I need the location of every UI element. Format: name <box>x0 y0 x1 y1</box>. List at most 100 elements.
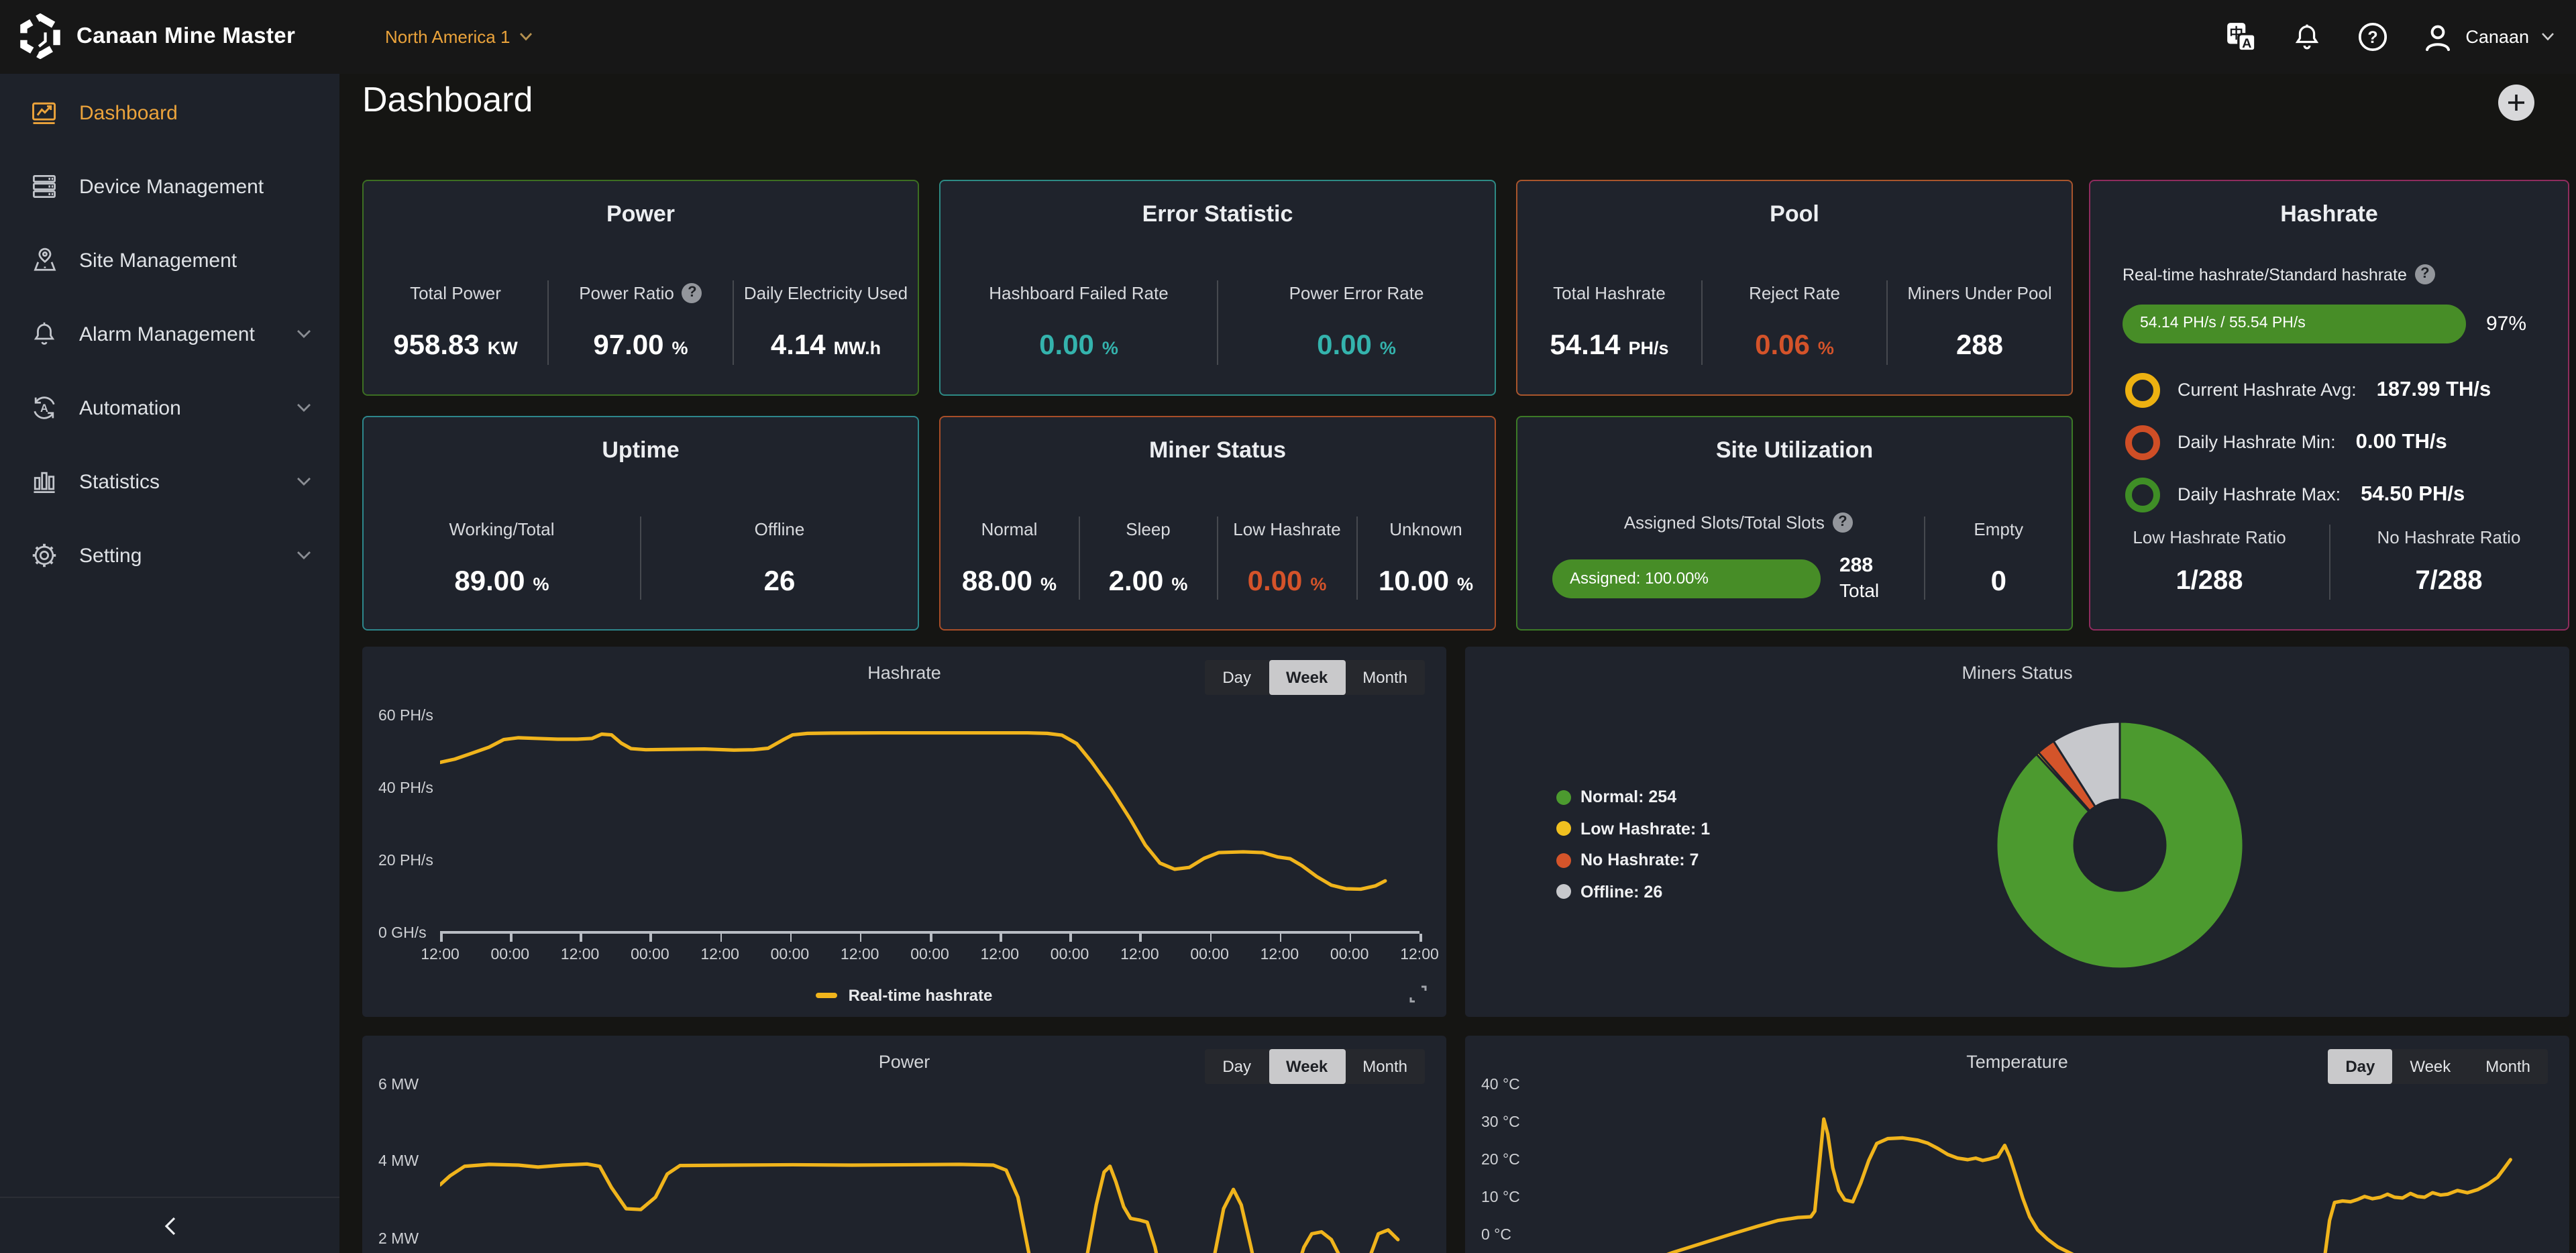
row-label: Daily Hashrate Max: <box>2178 484 2341 504</box>
range-week-button[interactable]: Week <box>1269 1049 1346 1084</box>
chart-legend[interactable]: Real-time hashrate <box>362 986 1446 1005</box>
help-icon[interactable]: ? <box>2355 19 2390 54</box>
sidebar-item-dashboard[interactable]: Dashboard <box>0 80 339 145</box>
topbar: Canaan Mine Master North America 1 中 A <box>0 0 2576 74</box>
card-title: Error Statistic <box>1142 201 1293 227</box>
pie-legend-item[interactable]: No Hashrate: 7 <box>1556 851 1710 869</box>
stat-unit: % <box>1457 574 1474 594</box>
help-icon[interactable] <box>682 283 702 303</box>
stat-label: Assigned Slots/Total Slots <box>1623 512 1825 533</box>
stat-total-power: Total Power 958.83 KW <box>364 262 547 384</box>
region-selector-label: North America 1 <box>385 27 511 47</box>
sidebar-collapse-button[interactable] <box>0 1197 339 1253</box>
power-card: Power Total Power 958.83 KW Power Ratio 9… <box>362 180 919 396</box>
chevron-down-icon <box>297 551 311 559</box>
sidebar-item-site-management[interactable]: Site Management <box>0 228 339 292</box>
divider <box>1217 516 1218 600</box>
stat-unit: % <box>1817 338 1834 358</box>
chevron-down-icon <box>297 330 311 338</box>
hashrate-avg-row: Current Hashrate Avg: 187.99 TH/s <box>2125 364 2552 416</box>
miner-status-card: Miner Status Normal 88.00% Sleep 2.00% L… <box>939 416 1496 631</box>
line-plot <box>440 716 1419 934</box>
plus-icon <box>2508 95 2524 111</box>
stat-value: 26 <box>763 565 796 596</box>
region-selector[interactable]: North America 1 <box>385 27 533 47</box>
language-switch-icon[interactable]: 中 A <box>2224 19 2259 54</box>
stat-label: No Hashrate Ratio <box>2377 527 2521 547</box>
divider <box>733 280 734 365</box>
site-utilization-card: Site Utilization Assigned Slots/Total Sl… <box>1516 416 2073 631</box>
notifications-bell-icon[interactable] <box>2290 19 2324 54</box>
stat-offline: Offline 26 <box>641 498 918 618</box>
chart-title: Power <box>878 1052 930 1072</box>
stat-label: Reject Rate <box>1749 283 1840 303</box>
range-month-button[interactable]: Month <box>1362 1057 1407 1076</box>
divider <box>2328 525 2330 600</box>
y-axis-labels: 6 MW 4 MW 2 MW <box>378 1077 419 1248</box>
add-widget-button[interactable] <box>2498 85 2534 121</box>
divider <box>1924 516 1926 600</box>
site-management-icon <box>34 248 56 271</box>
pie-legend-item[interactable]: Low Hashrate: 1 <box>1556 819 1710 838</box>
range-month-button[interactable]: Month <box>2485 1057 2530 1076</box>
range-day-button[interactable]: Day <box>2328 1049 2393 1084</box>
range-week-button[interactable]: Week <box>2410 1057 2451 1076</box>
x-axis-line <box>440 931 1419 934</box>
help-icon[interactable] <box>1832 512 1853 533</box>
stat-value: 7/288 <box>2415 566 2483 596</box>
help-icon[interactable] <box>2414 264 2435 284</box>
stat-label: Normal <box>981 519 1038 539</box>
line-plot <box>1543 1085 2542 1253</box>
x-axis-labels: 12:00 00:00 12:00 00:00 12:00 00:00 12:00 00:00… <box>421 947 1439 963</box>
sidebar-item-statistics[interactable]: Statistics <box>0 449 339 514</box>
sidebar-item-label: Setting <box>79 544 142 567</box>
range-month-button[interactable]: Month <box>1362 668 1407 687</box>
stat-value: 0.00 <box>1039 330 1094 361</box>
sidebar-item-device-management[interactable]: Device Management <box>0 154 339 219</box>
uptime-stats: Working/Total 89.00% Offline 26 <box>364 498 918 618</box>
range-day-button[interactable]: Day <box>1222 668 1251 687</box>
stat-value: 89.00 <box>454 565 525 596</box>
sidebar-item-automation[interactable]: A Automation <box>0 376 339 440</box>
hashrate-detail-rows: Current Hashrate Avg: 187.99 TH/s Daily … <box>2125 364 2552 521</box>
range-toggle: Day Week Month <box>1205 1049 1425 1084</box>
stat-power-error-rate: Power Error Rate 0.00% <box>1218 262 1495 384</box>
sidebar-item-setting[interactable]: Setting <box>0 523 339 588</box>
row-label: Daily Hashrate Min: <box>2178 432 2336 452</box>
stat-value: 10.00 <box>1378 565 1450 596</box>
row-value: 0.00 TH/s <box>2355 430 2447 453</box>
pie-legend-item[interactable]: Offline: 26 <box>1556 882 1710 901</box>
stat-empty: Empty 0 <box>1926 498 2072 618</box>
card-title: Pool <box>1770 201 1819 227</box>
pie-legend-item[interactable]: Normal: 254 <box>1556 787 1710 806</box>
miners-status-donut[interactable] <box>1465 647 2569 1017</box>
temperature-chart-panel: Temperature Day Week Month 40 °C 30 °C 20 … <box>1465 1036 2569 1253</box>
stat-value: 958.83 <box>393 330 480 361</box>
stat-label: Unknown <box>1389 519 1462 539</box>
card-title: Hashrate <box>2280 201 2378 227</box>
chevron-down-icon <box>297 478 311 486</box>
sidebar-item-label: Device Management <box>79 175 264 198</box>
user-menu[interactable]: Canaan <box>2421 21 2555 53</box>
stat-value: 0.06 <box>1755 330 1810 361</box>
sidebar-item-alarm-management[interactable]: Alarm Management <box>0 302 339 366</box>
stat-no-hashrate-ratio: No Hashrate Ratio 7/288 <box>2330 514 2568 610</box>
stat-miners-under-pool: Miners Under Pool 288 <box>1888 262 2072 384</box>
stat-unit: % <box>672 338 688 358</box>
line-plot <box>440 1085 1419 1253</box>
range-day-button[interactable]: Day <box>1222 1057 1251 1076</box>
expand-icon[interactable] <box>1407 983 1429 1005</box>
sidebar-item-label: Automation <box>79 396 181 419</box>
range-week-button[interactable]: Week <box>1269 660 1346 695</box>
sidebar-item-label: Dashboard <box>79 101 178 124</box>
divider <box>1217 280 1218 365</box>
hashrate-chart-panel: Hashrate Day Week Month 60 PH/s 40 PH/s 20… <box>362 647 1446 1017</box>
card-title: Uptime <box>602 437 680 463</box>
total-slots: 288 Total <box>1839 554 1880 602</box>
sidebar: Dashboard Device Management Site Managem… <box>0 74 339 1253</box>
stat-total-hashrate: Total Hashrate 54.14 PH/s <box>1517 262 1701 384</box>
power-chart-panel: Power Day Week Month 6 MW 4 MW 2 MW <box>362 1036 1446 1253</box>
stat-unit: % <box>1379 338 1396 358</box>
chart-title: Temperature <box>1966 1052 2068 1072</box>
stat-label: Miners Under Pool <box>1907 283 2052 303</box>
